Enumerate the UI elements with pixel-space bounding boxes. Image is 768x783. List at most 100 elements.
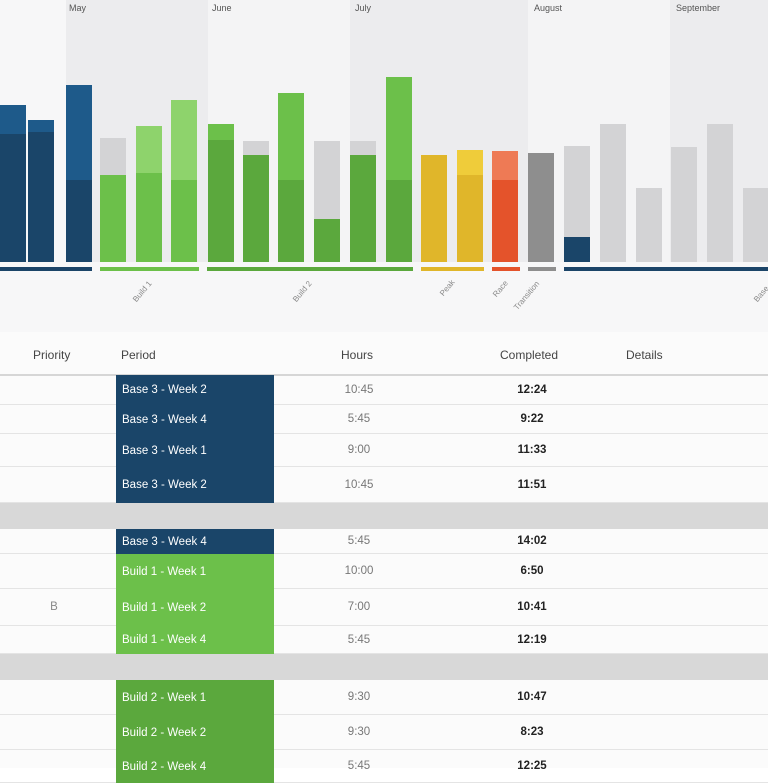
table-row[interactable]: Build 2 - Week 1 9:30 10:47 [0,680,768,715]
priority-cell: B [50,601,58,613]
phase-label-build-1: Build 1 [131,279,154,304]
phase-bar-build-1 [100,267,199,271]
phase-bar-transition [528,267,556,271]
completed-cell: 12:24 [517,383,547,396]
chart-bar-cap [314,141,340,219]
completed-cell: 8:23 [520,726,544,738]
chart-bar[interactable] [457,175,483,262]
hours-cell: 10:45 [344,383,374,396]
period-cell[interactable]: Base 3 - Week 2 [116,467,274,503]
completed-cell: 12:19 [517,633,547,646]
header-period[interactable]: Period [121,348,156,362]
priority-cell [30,405,78,433]
chart-bar[interactable] [743,188,768,262]
period-cell[interactable]: Build 2 - Week 1 [116,680,274,715]
header-divider [0,374,768,376]
completed-cell: 10:41 [517,601,547,613]
chart-bar[interactable] [208,140,234,262]
period-cell[interactable]: Build 2 - Week 2 [116,715,274,750]
chart-bar[interactable] [171,180,197,262]
training-plan-table: Priority Period Hours Completed Details … [0,332,768,783]
chart-bar[interactable] [350,155,376,262]
phase-bar-base-start [0,267,92,271]
chart-bar[interactable] [671,147,697,262]
header-completed[interactable]: Completed [500,348,559,362]
period-cell[interactable]: Base 3 - Week 4 [116,405,274,434]
phase-label-peak: Peak [438,278,457,298]
chart-bar[interactable] [528,153,554,262]
chart-bar-cap [28,120,54,132]
priority-cell [30,715,78,749]
chart-bar-cap [243,141,269,155]
completed-cell: 10:47 [517,691,547,703]
table-row[interactable]: Base 3 - Week 2 10:45 12:24 [0,375,768,405]
hours-cell: 5:45 [347,413,371,425]
table-row[interactable]: Build 1 - Week 4 5:45 12:19 [0,626,768,654]
period-cell[interactable]: Base 3 - Week 1 [116,434,274,467]
completed-cell: 12:25 [517,760,547,772]
table-row[interactable]: Build 1 - Week 1 10:00 6:50 [0,554,768,589]
period-cell[interactable]: Base 3 - Week 2 [116,375,274,405]
chart-bar[interactable] [314,219,340,262]
completed-cell: 9:22 [520,413,544,425]
chart-bar[interactable] [421,155,447,262]
chart-bar[interactable] [66,180,92,262]
priority-cell [30,626,78,653]
chart-bar-cap [100,138,126,175]
priority-cell [30,554,78,588]
hours-cell: 9:00 [347,444,371,456]
chart-bar[interactable] [0,134,26,262]
hours-cell: 5:45 [347,633,371,646]
chart-bar[interactable] [600,124,626,262]
table-row[interactable]: Base 3 - Week 4 5:45 9:22 [0,405,768,434]
completed-cell: 11:33 [517,444,547,456]
header-hours[interactable]: Hours [341,348,374,362]
completed-cell: 6:50 [520,565,544,577]
priority-cell [30,529,78,553]
chart-bar[interactable] [386,180,412,262]
chart-bar[interactable] [707,124,733,262]
chart-bar[interactable] [136,173,162,262]
chart-bar-cap [350,141,376,155]
chart-bar[interactable] [636,188,662,262]
phase-bar-base-end [564,267,768,271]
chart-bar[interactable] [28,132,54,262]
priority-cell [30,680,78,714]
phase-label-base: Base [752,284,768,304]
period-cell[interactable]: Build 2 - Week 4 [116,750,274,783]
priority-cell [30,750,78,782]
phase-bar-race [492,267,520,271]
header-details[interactable]: Details [626,348,663,362]
table-row[interactable]: Base 3 - Week 2 10:45 11:51 [0,467,768,503]
chart-bar-cap [66,85,92,180]
week-separator [0,503,768,529]
period-cell[interactable]: Build 1 - Week 1 [116,554,274,589]
period-cell[interactable]: Build 1 - Week 2 [116,589,274,626]
priority-cell [30,434,78,466]
completed-cell: 11:51 [517,478,547,491]
hours-cell: 5:45 [347,760,371,772]
chart-bar-cap [136,126,162,173]
chart-bar-cap [171,100,197,180]
table-row[interactable]: Build 2 - Week 4 5:45 12:25 [0,750,768,783]
chart-area: May June July August September Build 1 B… [0,0,768,332]
chart-bar[interactable] [278,180,304,262]
chart-bar-cap [386,77,412,180]
phase-bar-build-2 [207,267,413,271]
chart-bar[interactable] [492,180,518,262]
table-row[interactable]: B Build 1 - Week 2 7:00 10:41 [0,589,768,626]
table-row[interactable]: Base 3 - Week 1 9:00 11:33 [0,434,768,467]
hours-cell: 5:45 [347,535,371,547]
chart-bar[interactable] [100,175,126,262]
chart-bar[interactable] [564,237,590,262]
hours-cell: 9:30 [347,726,371,738]
month-label-september: September [676,3,721,13]
period-cell[interactable]: Base 3 - Week 4 [116,529,274,554]
table-row[interactable]: Base 3 - Week 4 5:45 14:02 [0,529,768,554]
period-cell[interactable]: Build 1 - Week 4 [116,626,274,654]
phase-bar-peak [421,267,484,271]
header-priority[interactable]: Priority [33,348,71,362]
chart-bar[interactable] [243,155,269,262]
month-label-may: May [69,3,87,13]
table-row[interactable]: Build 2 - Week 2 9:30 8:23 [0,715,768,750]
